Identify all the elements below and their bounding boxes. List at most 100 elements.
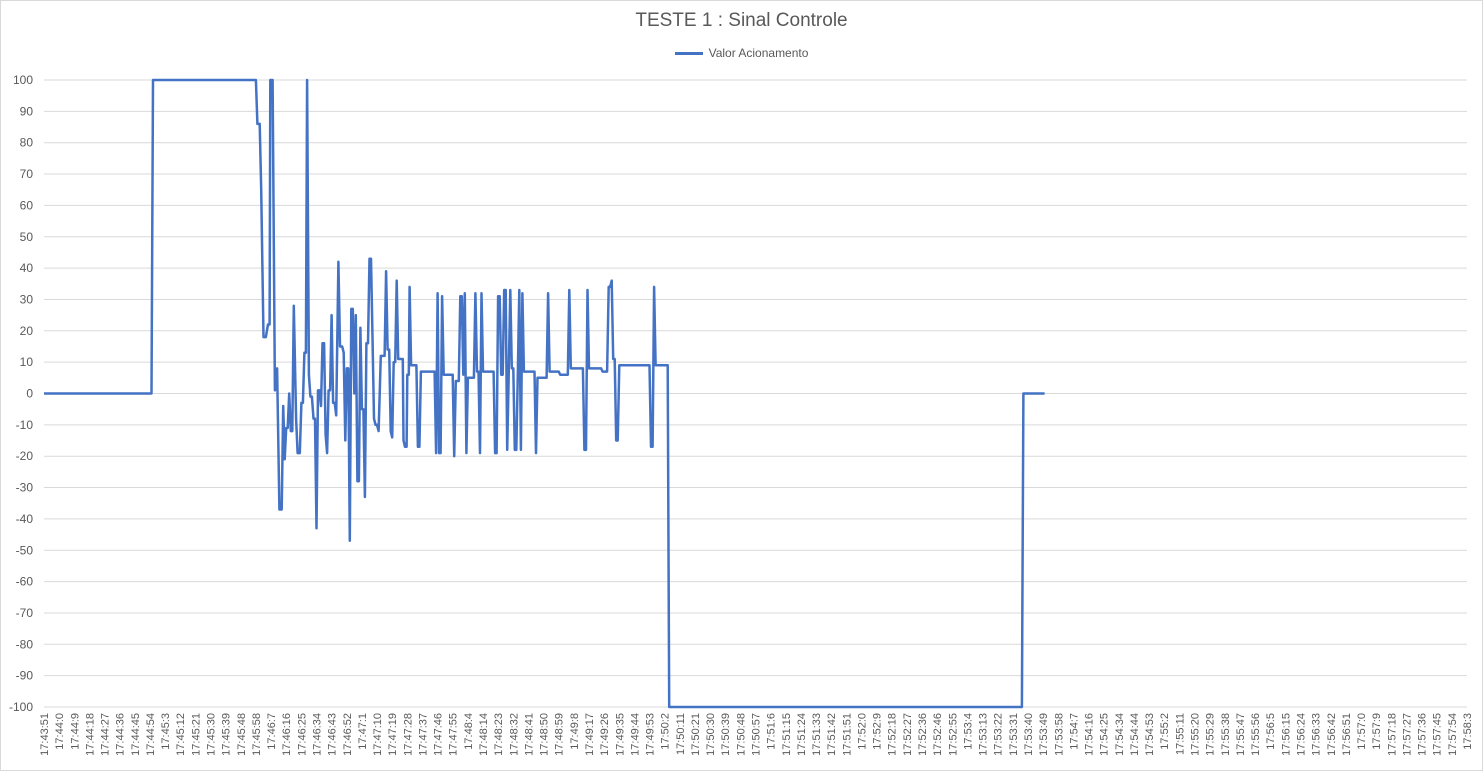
legend-swatch — [674, 51, 703, 55]
x-tick-label: 17:49:17 — [584, 713, 596, 756]
x-tick-label: 17:55:20 — [1190, 713, 1202, 756]
x-tick-label: 17:54:34 — [1114, 713, 1126, 756]
x-tick-label: 17:48:41 — [523, 713, 535, 756]
x-tick-label: 17:50:57 — [751, 713, 763, 756]
x-tick-label: 17:53:31 — [1008, 713, 1020, 756]
x-tick-label: 17:49:26 — [599, 713, 611, 756]
x-tick-label: 17:48:4 — [463, 713, 475, 750]
x-tick-label: 17:56:5 — [1265, 713, 1277, 750]
x-tick-label: 17:56:33 — [1311, 713, 1323, 756]
x-tick-label: 17:49:35 — [614, 713, 626, 756]
x-tick-label: 17:56:15 — [1280, 713, 1292, 756]
x-tick-label: 17:54:16 — [1084, 713, 1096, 756]
x-tick-label: 17:55:56 — [1250, 713, 1262, 756]
x-tick-label: 17:48:50 — [539, 713, 551, 756]
x-tick-label: 17:44:36 — [115, 713, 127, 756]
x-tick-label: 17:51:33 — [811, 713, 823, 756]
y-tick-label: 90 — [20, 104, 34, 118]
x-tick-label: 17:48:59 — [554, 713, 566, 756]
x-tick-label: 17:56:42 — [1326, 713, 1338, 756]
x-tick-label: 17:54:53 — [1144, 713, 1156, 756]
y-tick-label: 100 — [13, 73, 33, 87]
x-tick-label: 17:50:21 — [690, 713, 702, 756]
x-tick-label: 17:48:23 — [493, 713, 505, 756]
y-tick-label: -20 — [16, 449, 34, 463]
x-tick-label: 17:47:28 — [402, 713, 414, 756]
x-tick-label: 17:46:16 — [281, 713, 293, 756]
y-tick-label: -80 — [16, 637, 34, 651]
y-tick-label: 50 — [20, 230, 34, 244]
x-tick-label: 17:56:24 — [1295, 713, 1307, 756]
series-layer — [44, 78, 1045, 709]
x-tick-label: 17:57:54 — [1447, 713, 1459, 756]
x-tick-label: 17:53:58 — [1053, 713, 1065, 756]
x-tick-label: 17:57:18 — [1386, 713, 1398, 756]
x-tick-label: 17:44:54 — [145, 713, 157, 756]
x-tick-label: 17:48:32 — [508, 713, 520, 756]
legend-label: Valor Acionamento — [708, 46, 809, 60]
y-tick-label: 70 — [20, 167, 34, 181]
x-tick-label: 17:46:34 — [311, 713, 323, 756]
y-tick-label: -70 — [16, 606, 34, 620]
x-tick-label: 17:46:52 — [342, 713, 354, 756]
x-tick-label: 17:55:38 — [1220, 713, 1232, 756]
x-tick-label: 17:48:14 — [478, 713, 490, 756]
x-tick-label: 17:45:58 — [251, 713, 263, 756]
x-tick-label: 17:47:46 — [433, 713, 445, 756]
x-tick-label: 17:52:36 — [917, 713, 929, 756]
x-tick-label: 17:47:1 — [357, 713, 369, 750]
x-tick-label: 17:44:0 — [54, 713, 66, 750]
y-tick-label: 0 — [26, 387, 33, 401]
grid-lines — [44, 79, 1467, 708]
y-tick-label: 30 — [20, 292, 34, 306]
y-tick-label: -50 — [16, 543, 34, 557]
y-tick-label: 40 — [20, 261, 34, 275]
y-tick-label: -40 — [16, 512, 34, 526]
x-tick-label: 17:49:44 — [629, 713, 641, 756]
x-tick-label: 17:58:3 — [1462, 713, 1474, 750]
x-tick-label: 17:55:11 — [1174, 713, 1186, 755]
x-tick-label: 17:57:45 — [1432, 713, 1444, 756]
x-tick-label: 17:51:6 — [766, 713, 778, 750]
x-tick-label: 17:45:12 — [175, 713, 187, 756]
x-tick-label: 17:55:2 — [1159, 713, 1171, 750]
y-axis-ticks: 1009080706050403020100-10-20-30-40-50-60… — [9, 73, 33, 714]
x-tick-label: 17:53:40 — [1023, 713, 1035, 756]
x-tick-label: 17:52:18 — [887, 713, 899, 756]
x-tick-label: 17:53:13 — [978, 713, 990, 756]
x-tick-label: 17:53:49 — [1038, 713, 1050, 756]
x-tick-label: 17:52:46 — [932, 713, 944, 756]
x-tick-label: 17:45:3 — [160, 713, 172, 750]
y-tick-label: -60 — [16, 575, 34, 589]
x-tick-label: 17:57:0 — [1356, 713, 1368, 750]
x-tick-label: 17:50:2 — [660, 713, 672, 750]
x-tick-label: 17:47:55 — [448, 713, 460, 756]
x-tick-label: 17:47:19 — [387, 713, 399, 756]
x-tick-label: 17:46:7 — [266, 713, 278, 750]
x-tick-label: 17:56:51 — [1341, 713, 1353, 756]
x-tick-label: 17:46:43 — [327, 713, 339, 756]
x-tick-label: 17:43:51 — [39, 713, 51, 756]
x-tick-label: 17:51:42 — [826, 713, 838, 756]
x-tick-label: 17:50:39 — [720, 713, 732, 756]
y-tick-label: 10 — [20, 355, 34, 369]
x-tick-label: 17:52:55 — [947, 713, 959, 756]
x-tick-label: 17:47:37 — [417, 713, 429, 756]
x-tick-label: 17:51:15 — [781, 713, 793, 756]
x-tick-label: 17:53:22 — [993, 713, 1005, 756]
x-tick-label: 17:51:51 — [841, 713, 853, 756]
x-tick-label: 17:54:7 — [1068, 713, 1080, 750]
x-tick-label: 17:50:30 — [705, 713, 717, 756]
x-axis-ticks: 17:43:51 17:44:0 17:44:9 17:44:18 17:44:27 17… — [39, 713, 1474, 756]
x-tick-label: 17:46:25 — [296, 713, 308, 756]
y-tick-label: 80 — [20, 136, 34, 150]
y-tick-label: 20 — [20, 324, 34, 338]
x-tick-label: 17:50:48 — [735, 713, 747, 756]
x-tick-label: 17:57:36 — [1417, 713, 1429, 756]
x-tick-label: 17:44:45 — [130, 713, 142, 756]
x-tick-label: 17:52:27 — [902, 713, 914, 756]
x-tick-label: 17:51:24 — [796, 713, 808, 756]
x-tick-label: 17:45:39 — [221, 713, 233, 756]
